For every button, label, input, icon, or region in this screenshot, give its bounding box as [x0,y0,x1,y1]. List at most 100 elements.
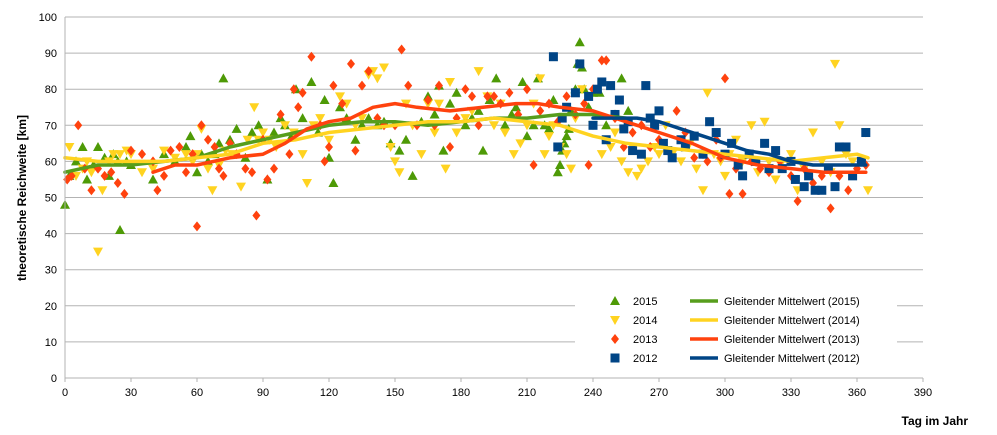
data-point [478,145,488,155]
data-point [689,131,699,141]
moving-average-lines [63,101,870,174]
data-point [566,164,576,174]
data-point [490,91,498,102]
data-point [247,127,257,137]
data-point [764,164,774,174]
y-tick-labels: 0 10 20 30 40 50 60 70 80 90 100 [39,12,57,385]
data-point [258,128,268,138]
data-point [120,188,129,199]
data-point [489,121,499,131]
data-point [306,76,317,86]
x-tick-label: 390 [914,387,932,399]
data-point [663,146,673,156]
data-point [137,168,147,178]
data-point [654,106,664,116]
data-point [197,120,206,131]
x-tick-label: 240 [584,387,602,399]
data-point [616,73,627,83]
data-point [605,142,616,152]
data-point [159,146,169,156]
data-point [658,138,668,148]
data-point [844,185,853,196]
data-point [500,120,510,130]
data-point [138,149,146,160]
x-tick-label: 60 [191,387,203,399]
data-point [445,77,455,87]
data-point [204,134,212,145]
legend-label: 2015 [633,296,657,308]
y-tick-label: 0 [51,373,57,385]
data-point [193,221,201,232]
data-point [182,167,190,178]
data-point [804,171,814,181]
legend: 2015 2014 2013 2012 Gleitender Mittelwert (2… [575,287,897,375]
data-point [289,84,298,95]
data-point [672,105,681,116]
data-point [721,73,729,84]
legend-marker [610,296,620,305]
y-tick-label: 10 [45,337,57,349]
data-point [861,128,871,138]
x-tick-label: 0 [62,387,68,399]
data-point [429,128,440,138]
data-point [770,175,781,185]
data-point [632,171,642,181]
data-point [698,149,708,159]
data-point [484,95,495,105]
data-point [614,95,624,105]
data-point [74,120,83,131]
y-tick-label: 70 [45,120,57,132]
data-point [468,91,476,102]
data-point [307,51,316,62]
data-point [799,182,809,192]
data-point [555,160,565,170]
data-point [252,210,261,221]
data-point [584,91,594,101]
data-point [698,186,708,196]
data-point [64,142,75,152]
data-point [536,105,545,116]
data-point [93,141,103,151]
data-point [552,167,563,177]
data-point [153,185,162,196]
legend-box [575,287,897,375]
data-point [523,84,531,95]
data-point [517,76,528,86]
data-point [166,145,175,156]
data-point [71,156,81,166]
data-point [218,73,229,83]
data-point [654,150,664,160]
data-point [539,150,550,160]
data-point [107,167,116,178]
data-point [297,113,308,123]
data-point [390,157,400,167]
y-tick-label: 50 [45,193,57,205]
grid-lines [65,16,923,379]
data-point [207,186,218,196]
x-tick-label: 90 [257,387,269,399]
data-point [733,160,743,170]
data-point [703,156,712,167]
data-point [358,80,366,91]
data-point [97,186,108,196]
data-point [192,167,202,177]
data-point [280,121,290,131]
data-point [242,135,253,145]
x-tick-label: 120 [320,387,338,399]
data-point [87,185,96,196]
data-point [446,141,454,152]
data-point [460,120,471,130]
data-point [315,114,326,124]
data-point [294,102,303,113]
data-point [397,44,406,55]
data-point [86,168,97,178]
data-point [834,142,844,152]
data-point [830,59,840,69]
data-point [562,91,571,102]
legend-label: Gleitender Mittelwert (2012) [724,353,860,365]
data-point [856,156,866,166]
x-tick-labels: 0 30 60 90 120 150 180 210 240 270 300 330 360 390 [62,378,932,399]
data-point [236,182,246,192]
x-tick-label: 330 [782,387,800,399]
data-point [77,141,88,151]
